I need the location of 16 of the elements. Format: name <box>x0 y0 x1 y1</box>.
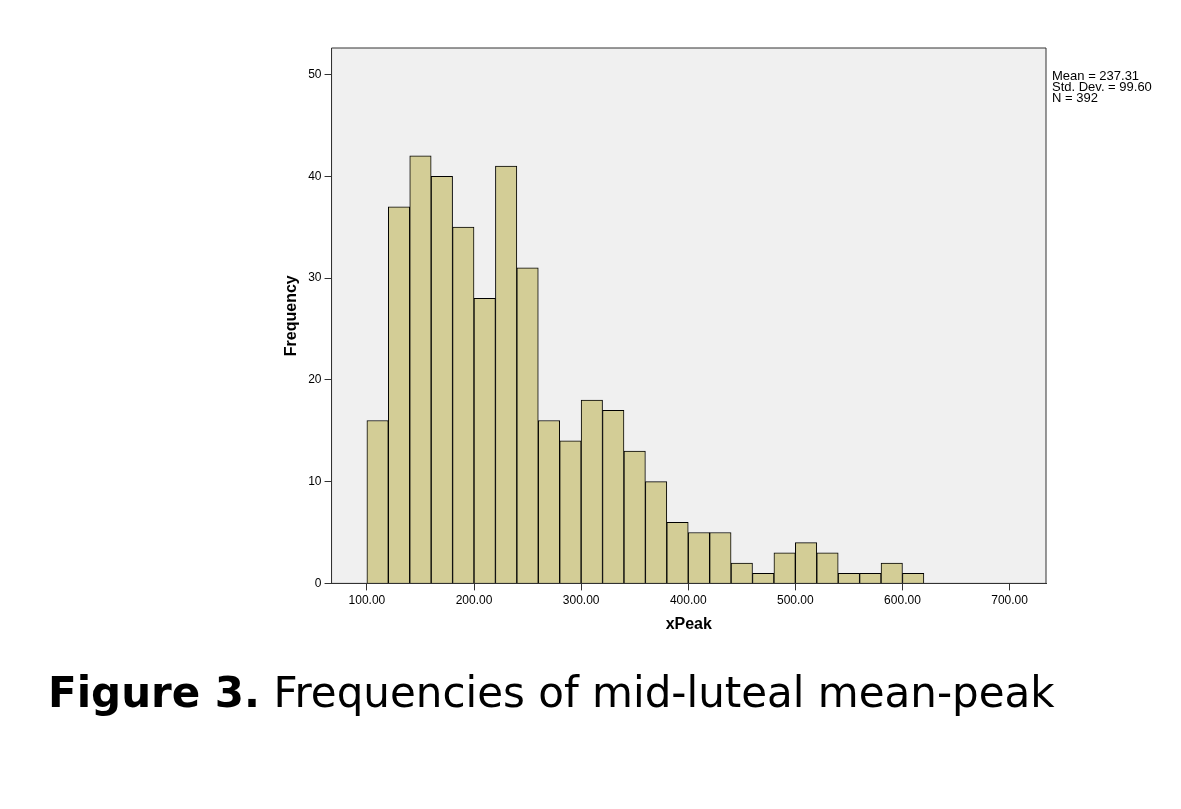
x-tick-label: 700.00 <box>991 592 1029 607</box>
x-tick-label: 600.00 <box>884 592 922 607</box>
x-tick-label: 300.00 <box>562 592 600 607</box>
y-tick-label: 30 <box>308 270 322 285</box>
x-tick-label: 400.00 <box>669 592 707 607</box>
y-tick-label: 0 <box>314 575 322 590</box>
y-axis-title: Frequency <box>282 275 300 357</box>
y-tick-label: 50 <box>308 66 322 81</box>
y-tick-label: 40 <box>308 168 322 183</box>
x-tick-label: 200.00 <box>455 592 493 607</box>
caption: Figure 3. Frequencies of mid-luteal mean-peak <box>48 668 1055 717</box>
x-tick-label: 100.00 <box>348 592 386 607</box>
y-tick-label: 10 <box>308 473 322 488</box>
x-tick-label: 500.00 <box>777 592 815 607</box>
y-tick-label: 20 <box>308 372 322 387</box>
x-axis-title: xPeak <box>665 614 713 632</box>
